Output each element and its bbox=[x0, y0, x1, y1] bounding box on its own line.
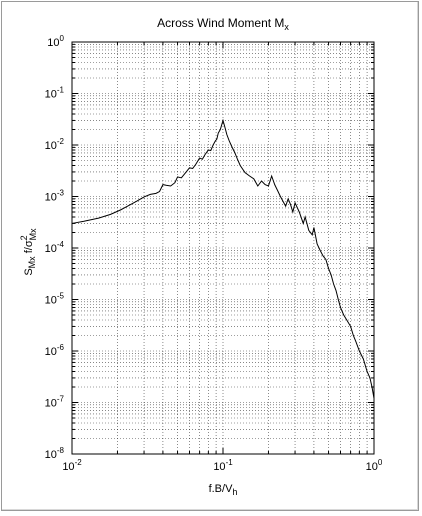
chart-title: Across Wind Moment Mx bbox=[157, 16, 289, 32]
y-axis-label: SMx f/σ2Mx bbox=[19, 228, 38, 276]
y-tick-label: 10-8 bbox=[45, 446, 65, 461]
x-tick-labels: 10-2 10-1 100 bbox=[62, 458, 383, 473]
y-tick-label: 10-4 bbox=[45, 240, 65, 255]
x-tick-label: 10-1 bbox=[213, 458, 233, 473]
x-tick-label: 10-2 bbox=[62, 458, 82, 473]
y-tick-label: 10-7 bbox=[45, 395, 65, 410]
y-tick-label: 10-2 bbox=[45, 137, 65, 152]
x-axis-label: f.B/Vh bbox=[209, 483, 238, 497]
x-axis-label-subscript: h bbox=[232, 487, 237, 497]
series-line bbox=[71, 118, 375, 399]
x-tick-label: 100 bbox=[366, 458, 383, 473]
y-tick-label: 10-5 bbox=[45, 292, 65, 307]
y-tick-label: 10-3 bbox=[45, 189, 65, 204]
figure-window: Across Wind Moment Mx 10-2 10-1 100 100 10-… bbox=[1, 1, 419, 511]
y-tick-label: 10-1 bbox=[45, 86, 65, 101]
y-tick-label: 100 bbox=[47, 34, 64, 49]
y-tick-label: 10-6 bbox=[45, 343, 65, 358]
plot-area bbox=[71, 41, 375, 455]
y-tick-labels: 100 10-1 10-2 10-3 10-4 10-5 10-6 10-7 10-8 bbox=[45, 34, 65, 461]
chart-title-subscript: x bbox=[284, 22, 289, 32]
